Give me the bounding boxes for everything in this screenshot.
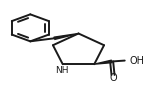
Text: O: O	[109, 73, 117, 83]
Text: NH: NH	[55, 66, 69, 75]
Text: OH: OH	[130, 56, 145, 66]
Polygon shape	[94, 60, 112, 64]
Polygon shape	[54, 33, 79, 39]
